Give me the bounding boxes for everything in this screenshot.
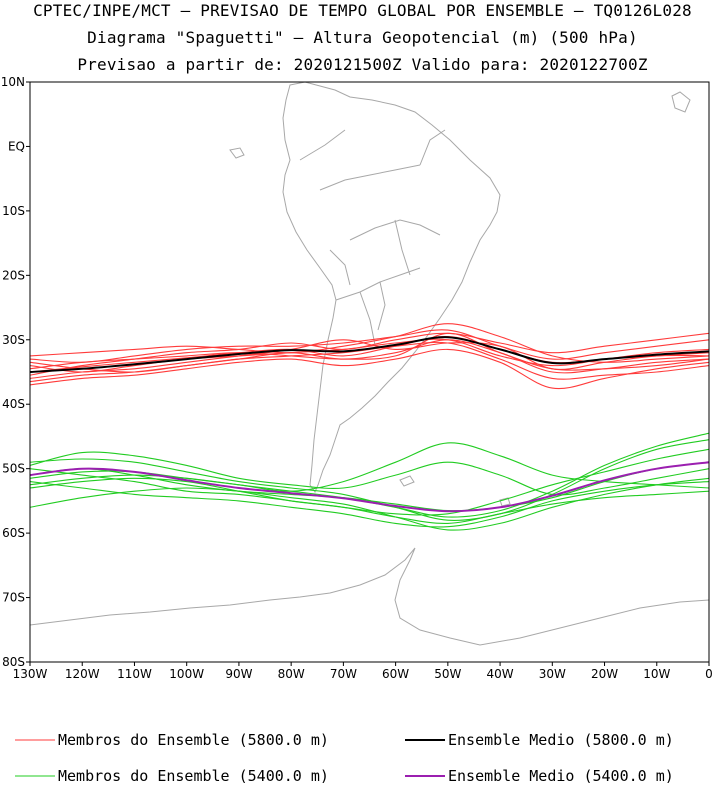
y-tick-label: 30S <box>2 333 25 347</box>
x-tick-label: 0 <box>705 667 713 681</box>
antarctica-coastline <box>30 548 709 645</box>
x-tick-label: 120W <box>65 667 100 681</box>
x-tick-label: 70W <box>330 667 357 681</box>
x-tick-label: 90W <box>225 667 252 681</box>
x-tick-label: 110W <box>117 667 152 681</box>
y-tick-label: 20S <box>2 268 25 282</box>
spaghetti-chart: 10NEQ10S20S30S40S50S60S70S80S130W 120W 110… <box>0 0 725 792</box>
x-tick-label: 130W <box>13 667 48 681</box>
legend-label-members_5400: Membros do Ensemble (5400.0 m) <box>58 767 329 785</box>
x-tick-label: 100W <box>169 667 204 681</box>
member-line-members_5400-10 <box>30 462 709 510</box>
x-tick-label: 30W <box>539 667 566 681</box>
x-tick-label: 40W <box>487 667 514 681</box>
series-layer <box>30 324 709 530</box>
legend-label-members_5800: Membros do Ensemble (5800.0 m) <box>58 731 329 749</box>
legend-label-mean_5400: Ensemble Medio (5400.0 m) <box>448 767 674 785</box>
y-tick-label: 10S <box>2 204 25 218</box>
y-tick-label: 40S <box>2 397 25 411</box>
member-line-members_5400-13 <box>30 478 709 530</box>
x-tick-label: 20W <box>591 667 618 681</box>
country-borders <box>300 130 445 345</box>
mean-line-mean_5400-20 <box>30 462 709 511</box>
x-tick-label: 60W <box>382 667 409 681</box>
mean-line-mean_5800-19 <box>30 337 709 372</box>
y-tick-label: 50S <box>2 462 25 476</box>
x-tick-label: 50W <box>434 667 461 681</box>
x-tick-label: 10W <box>643 667 670 681</box>
y-tick-label: 70S <box>2 591 25 605</box>
member-line-members_5400-18 <box>30 482 709 527</box>
member-line-members_5400-16 <box>30 452 709 495</box>
south-america-coastline <box>283 82 500 492</box>
chart-legend: Membros do Ensemble (5800.0 m) Ensemble M… <box>15 731 674 785</box>
y-tick-label: 60S <box>2 526 25 540</box>
legend-label-mean_5800: Ensemble Medio (5800.0 m) <box>448 731 674 749</box>
y-tick-label: 10N <box>1 75 25 89</box>
x-tick-label: 80W <box>278 667 305 681</box>
y-tick-label: EQ <box>8 139 25 153</box>
